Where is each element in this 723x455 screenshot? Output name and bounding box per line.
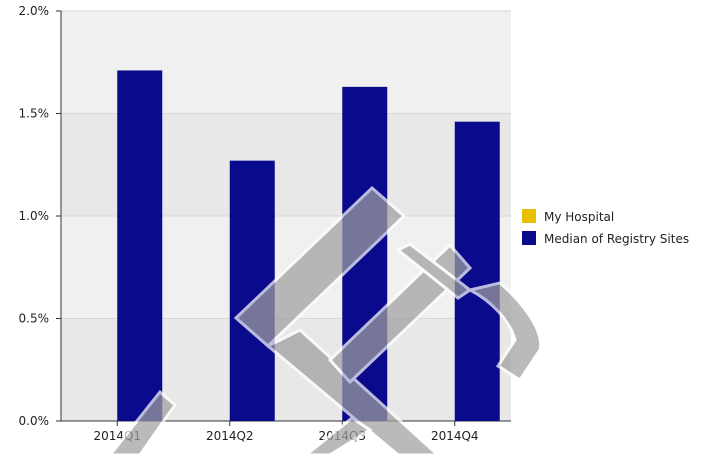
legend-label: Median of Registry Sites bbox=[544, 232, 689, 246]
x-tick-label: 2014Q4 bbox=[431, 429, 479, 443]
y-tick-label: 1.0% bbox=[19, 209, 50, 223]
watermark-logo bbox=[303, 416, 373, 455]
legend: My Hospital Median of Registry Sites bbox=[522, 209, 689, 246]
legend-swatch bbox=[522, 209, 536, 223]
y-axis: 0.0% 0.5% 1.0% 1.5% 2.0% bbox=[19, 4, 62, 428]
watermark bbox=[108, 185, 543, 455]
watermark-logo bbox=[108, 389, 178, 455]
y-tick-label: 0.5% bbox=[19, 312, 50, 326]
watermark-logo bbox=[465, 281, 543, 383]
y-tick-label: 1.5% bbox=[19, 107, 50, 121]
x-tick-label: 2014Q2 bbox=[206, 429, 254, 443]
bar-median[interactable] bbox=[117, 70, 163, 421]
watermark-logo bbox=[233, 185, 407, 349]
y-tick-label: 0.0% bbox=[19, 414, 50, 428]
legend-label: My Hospital bbox=[544, 210, 614, 224]
legend-swatch bbox=[522, 231, 536, 245]
y-tick-label: 2.0% bbox=[19, 4, 50, 18]
